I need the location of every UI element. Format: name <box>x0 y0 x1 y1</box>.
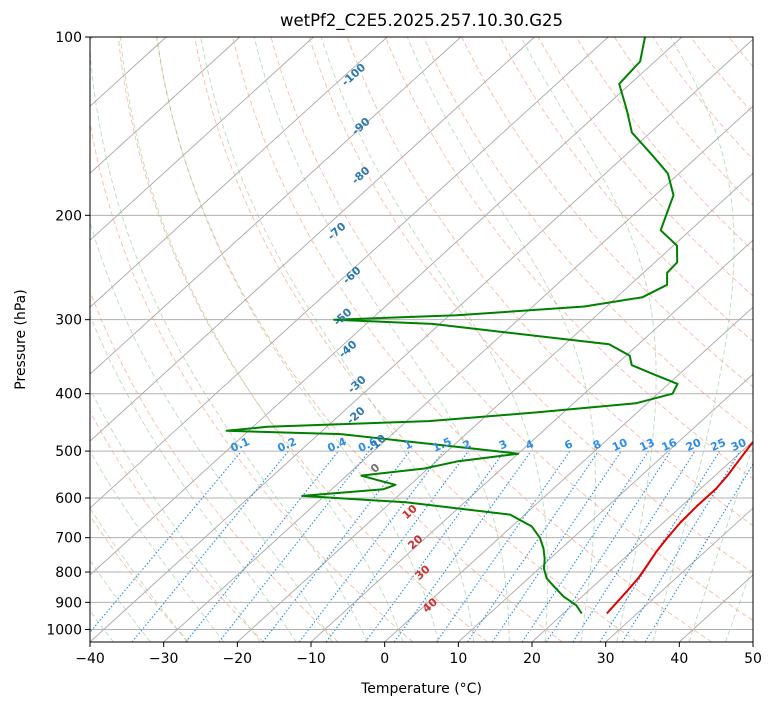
mixing-ratio-label: 20 <box>684 436 704 454</box>
dry-adiabat-line <box>423 37 753 434</box>
isotherm-line <box>90 37 683 576</box>
x-tick-label: 10 <box>449 651 467 667</box>
isotherm-line <box>384 306 753 642</box>
moist-adiabat-line <box>90 507 188 642</box>
moist-adiabat-line <box>90 44 369 642</box>
dry-adiabat-line <box>90 120 414 642</box>
isotherm-line <box>90 37 609 509</box>
mixing-ratio-line <box>90 450 242 634</box>
moist-adiabat-line <box>90 559 151 642</box>
x-tick-label: −10 <box>296 651 326 667</box>
y-tick-label: 300 <box>55 313 82 329</box>
isotherm-line <box>90 37 314 241</box>
dry-adiabat-line <box>499 37 753 342</box>
mixing-ratio-label: 16 <box>660 436 680 454</box>
mixing-ratio-line <box>298 450 444 642</box>
mixing-ratio-label: 30 <box>729 436 749 454</box>
x-axis-label: Temperature (°C) <box>360 681 482 697</box>
isotherm-line <box>90 37 388 308</box>
moist-adiabat-line <box>253 37 510 642</box>
axis-ticks: −40 −30 −20 −10 0 10 20 30 40 50 100 200 300 400 500 60… <box>46 30 762 667</box>
dry-adiabat-line <box>270 37 753 621</box>
y-tick-label: 700 <box>55 531 82 547</box>
x-tick-label: 40 <box>670 651 688 667</box>
mixing-ratio-label: 10 <box>610 436 630 454</box>
y-tick-label: 600 <box>55 491 82 507</box>
mixing-ratio-label: 13 <box>638 436 657 454</box>
chart-title: wetPf2_C2E5.2025.257.10.30.G25 <box>280 11 563 31</box>
y-axis-label: Pressure (hPa) <box>13 289 29 389</box>
mixing-ratio-line <box>131 450 289 642</box>
moist-adiabat-line <box>90 314 297 642</box>
x-tick-label: 0 <box>380 651 389 667</box>
moist-adiabat-line <box>688 445 753 642</box>
y-tick-label: 400 <box>55 387 82 403</box>
moist-adiabat-line <box>200 37 475 642</box>
y-tick-label: 800 <box>55 565 82 581</box>
moist-adiabat-line <box>320 37 549 642</box>
x-tick-label: −20 <box>223 651 253 667</box>
dry-adiabat-line <box>308 37 753 574</box>
y-tick-label: 1000 <box>46 622 82 638</box>
y-tick-label: 200 <box>55 208 82 224</box>
mixing-ratio-line <box>435 450 571 642</box>
dry-adiabat-line <box>346 37 753 527</box>
mixing-ratio-label: 36 <box>750 436 770 454</box>
x-tick-label: −30 <box>149 651 179 667</box>
y-tick-label: 500 <box>55 444 82 460</box>
isotherm-line <box>90 37 535 442</box>
dry-adiabat-line <box>194 37 638 642</box>
y-tick-label: 100 <box>55 30 82 46</box>
mixing-ratio-line <box>185 450 339 642</box>
isotherm-line <box>163 105 753 642</box>
x-tick-label: −40 <box>75 651 105 667</box>
mixing-ratio-label: 25 <box>709 436 728 454</box>
moist-adiabat-line <box>90 387 261 642</box>
dry-adiabat-line <box>90 410 264 642</box>
isotherm-line <box>90 37 241 174</box>
isotherm-line <box>531 440 753 642</box>
temperature-profile-line <box>606 440 753 615</box>
plot-frame <box>89 36 754 643</box>
moist-adiabat-line <box>652 37 735 642</box>
mixing-ratio-line <box>364 450 505 642</box>
dry-adiabat-line <box>232 37 712 642</box>
isotherm-line <box>90 37 462 375</box>
mixing-ratio-line <box>572 450 696 642</box>
isotherm-line <box>90 38 753 642</box>
dewpoint-profile-line <box>225 37 679 615</box>
moist-adiabat-line <box>90 450 225 642</box>
moist-adiabat-line <box>406 37 596 642</box>
isotherm-line <box>458 373 753 642</box>
mixing-ratio-line <box>644 463 753 642</box>
x-tick-label: 20 <box>523 651 541 667</box>
x-tick-label: 50 <box>744 651 762 667</box>
y-tick-label: 900 <box>55 595 82 611</box>
x-tick-label: 30 <box>597 651 615 667</box>
moist-adiabat-line <box>120 37 404 642</box>
profiles <box>225 37 753 615</box>
mixing-ratio-line <box>467 450 599 642</box>
mixing-ratio-line <box>393 450 532 642</box>
isotherm-line <box>605 507 753 642</box>
mixing-ratio-line <box>325 450 469 642</box>
moist-adiabat-line <box>90 220 333 642</box>
dry-adiabat-line <box>117 37 488 642</box>
moist-adiabat-line <box>520 37 657 642</box>
mixing-ratio-line <box>545 450 672 642</box>
